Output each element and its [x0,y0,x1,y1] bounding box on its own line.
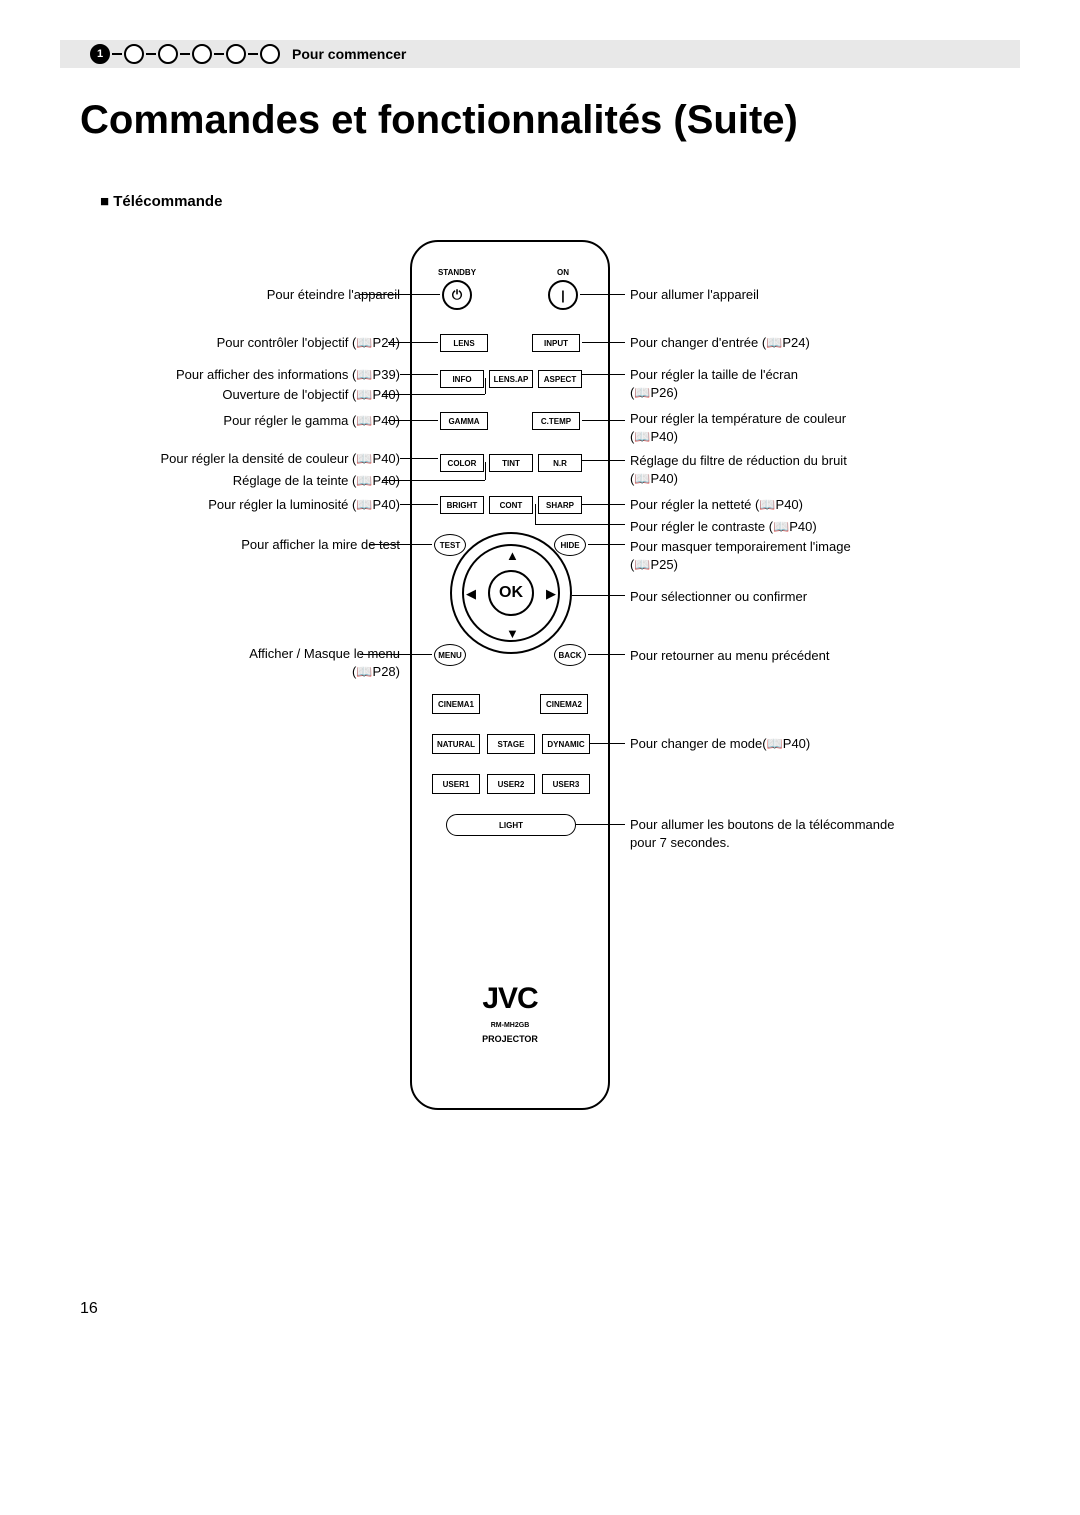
standby-label: STANDBY [432,268,482,277]
step-dot [226,44,246,64]
callout-hide: Pour masquer temporairement l'image (📖P2… [630,538,1010,573]
callout-back: Pour retourner au menu précédent [630,647,1010,665]
callout-cont: Pour régler le contraste (📖P40) [630,518,1010,536]
step-dot [158,44,178,64]
color-button[interactable]: COLOR [440,454,484,472]
natural-button[interactable]: NATURAL [432,734,480,754]
lens-button[interactable]: LENS [440,334,488,352]
callout-input: Pour changer d'entrée (📖P24) [630,334,1010,352]
cinema2-button[interactable]: CINEMA2 [540,694,588,714]
cinema1-button[interactable]: CINEMA1 [432,694,480,714]
callout-aspect: Pour régler la taille de l'écran (📖P26) [630,366,1010,401]
test-button[interactable]: TEST [434,534,466,556]
ok-button[interactable]: OK [488,570,534,616]
callout-on: Pour allumer l'appareil [630,286,1010,304]
callout-info: Pour afficher des informations (📖P39) [60,366,400,384]
callout-ok: Pour sélectionner ou confirmer [630,588,1010,606]
menu-button[interactable]: MENU [434,644,466,666]
user3-button[interactable]: USER3 [542,774,590,794]
nr-button[interactable]: N.R [538,454,582,472]
remote-diagram: STANDBY ON ⏻ | LENS INPUT INFO LENS.AP A… [60,240,1020,1130]
user2-button[interactable]: USER2 [487,774,535,794]
on-button[interactable]: | [548,280,578,310]
info-button[interactable]: INFO [440,370,484,388]
standby-button[interactable]: ⏻ [442,280,472,310]
callout-color: Pour régler la densité de couleur (📖P40) [60,450,400,468]
remote-outline: STANDBY ON ⏻ | LENS INPUT INFO LENS.AP A… [410,240,610,1110]
lensap-button[interactable]: LENS.AP [489,370,533,388]
brand-logo: JVC [412,982,608,1016]
on-label: ON [538,268,588,277]
page-title: Commandes et fonctionnalités (Suite) [80,98,1020,143]
callout-mode: Pour changer de mode(📖P40) [630,735,1010,753]
sharp-button[interactable]: SHARP [538,496,582,514]
callout-lensap: Ouverture de l'objectif (📖P40) [60,386,400,404]
section-label: Pour commencer [292,46,406,62]
hide-button[interactable]: HIDE [554,534,586,556]
callout-standby: Pour éteindre l'appareil [60,286,400,304]
user1-button[interactable]: USER1 [432,774,480,794]
step-dot [260,44,280,64]
input-button[interactable]: INPUT [532,334,580,352]
nav-left-icon[interactable]: ◀ [466,586,476,602]
nav-right-icon[interactable]: ▶ [546,586,556,602]
callout-test: Pour afficher la mire de test [60,536,400,554]
cont-button[interactable]: CONT [489,496,533,514]
nav-down-icon[interactable]: ▼ [506,626,519,641]
gamma-button[interactable]: GAMMA [440,412,488,430]
callout-sharp: Pour régler la netteté (📖P40) [630,496,1010,514]
step-indicator: 1 [90,44,280,64]
stage-button[interactable]: STAGE [487,734,535,754]
back-button[interactable]: BACK [554,644,586,666]
tint-button[interactable]: TINT [489,454,533,472]
callout-light: Pour allumer les boutons de la télécomma… [630,816,1010,851]
nav-up-icon[interactable]: ▲ [506,548,519,563]
projector-label: PROJECTOR [412,1034,608,1044]
header-bar: 1 Pour commencer [60,40,1020,68]
callout-gamma: Pour régler le gamma (📖P40) [60,412,400,430]
callout-bright: Pour régler la luminosité (📖P40) [60,496,400,514]
step-dot-1: 1 [90,44,110,64]
subheading: Télécommande [100,193,1020,210]
light-button[interactable]: LIGHT [446,814,576,836]
model-number: RM-MH2GB [412,1022,608,1029]
callout-lens: Pour contrôler l'objectif (📖P24) [60,334,400,352]
step-dot [124,44,144,64]
bright-button[interactable]: BRIGHT [440,496,484,514]
callout-menu: Afficher / Masque le menu (📖P28) [60,645,400,680]
ctemp-button[interactable]: C.TEMP [532,412,580,430]
step-dot [192,44,212,64]
aspect-button[interactable]: ASPECT [538,370,582,388]
dynamic-button[interactable]: DYNAMIC [542,734,590,754]
callout-tint: Réglage de la teinte (📖P40) [60,472,400,490]
page-number: 16 [80,1300,1020,1318]
callout-ctemp: Pour régler la température de couleur (📖… [630,410,1010,445]
callout-nr: Réglage du filtre de réduction du bruit … [630,452,1010,487]
